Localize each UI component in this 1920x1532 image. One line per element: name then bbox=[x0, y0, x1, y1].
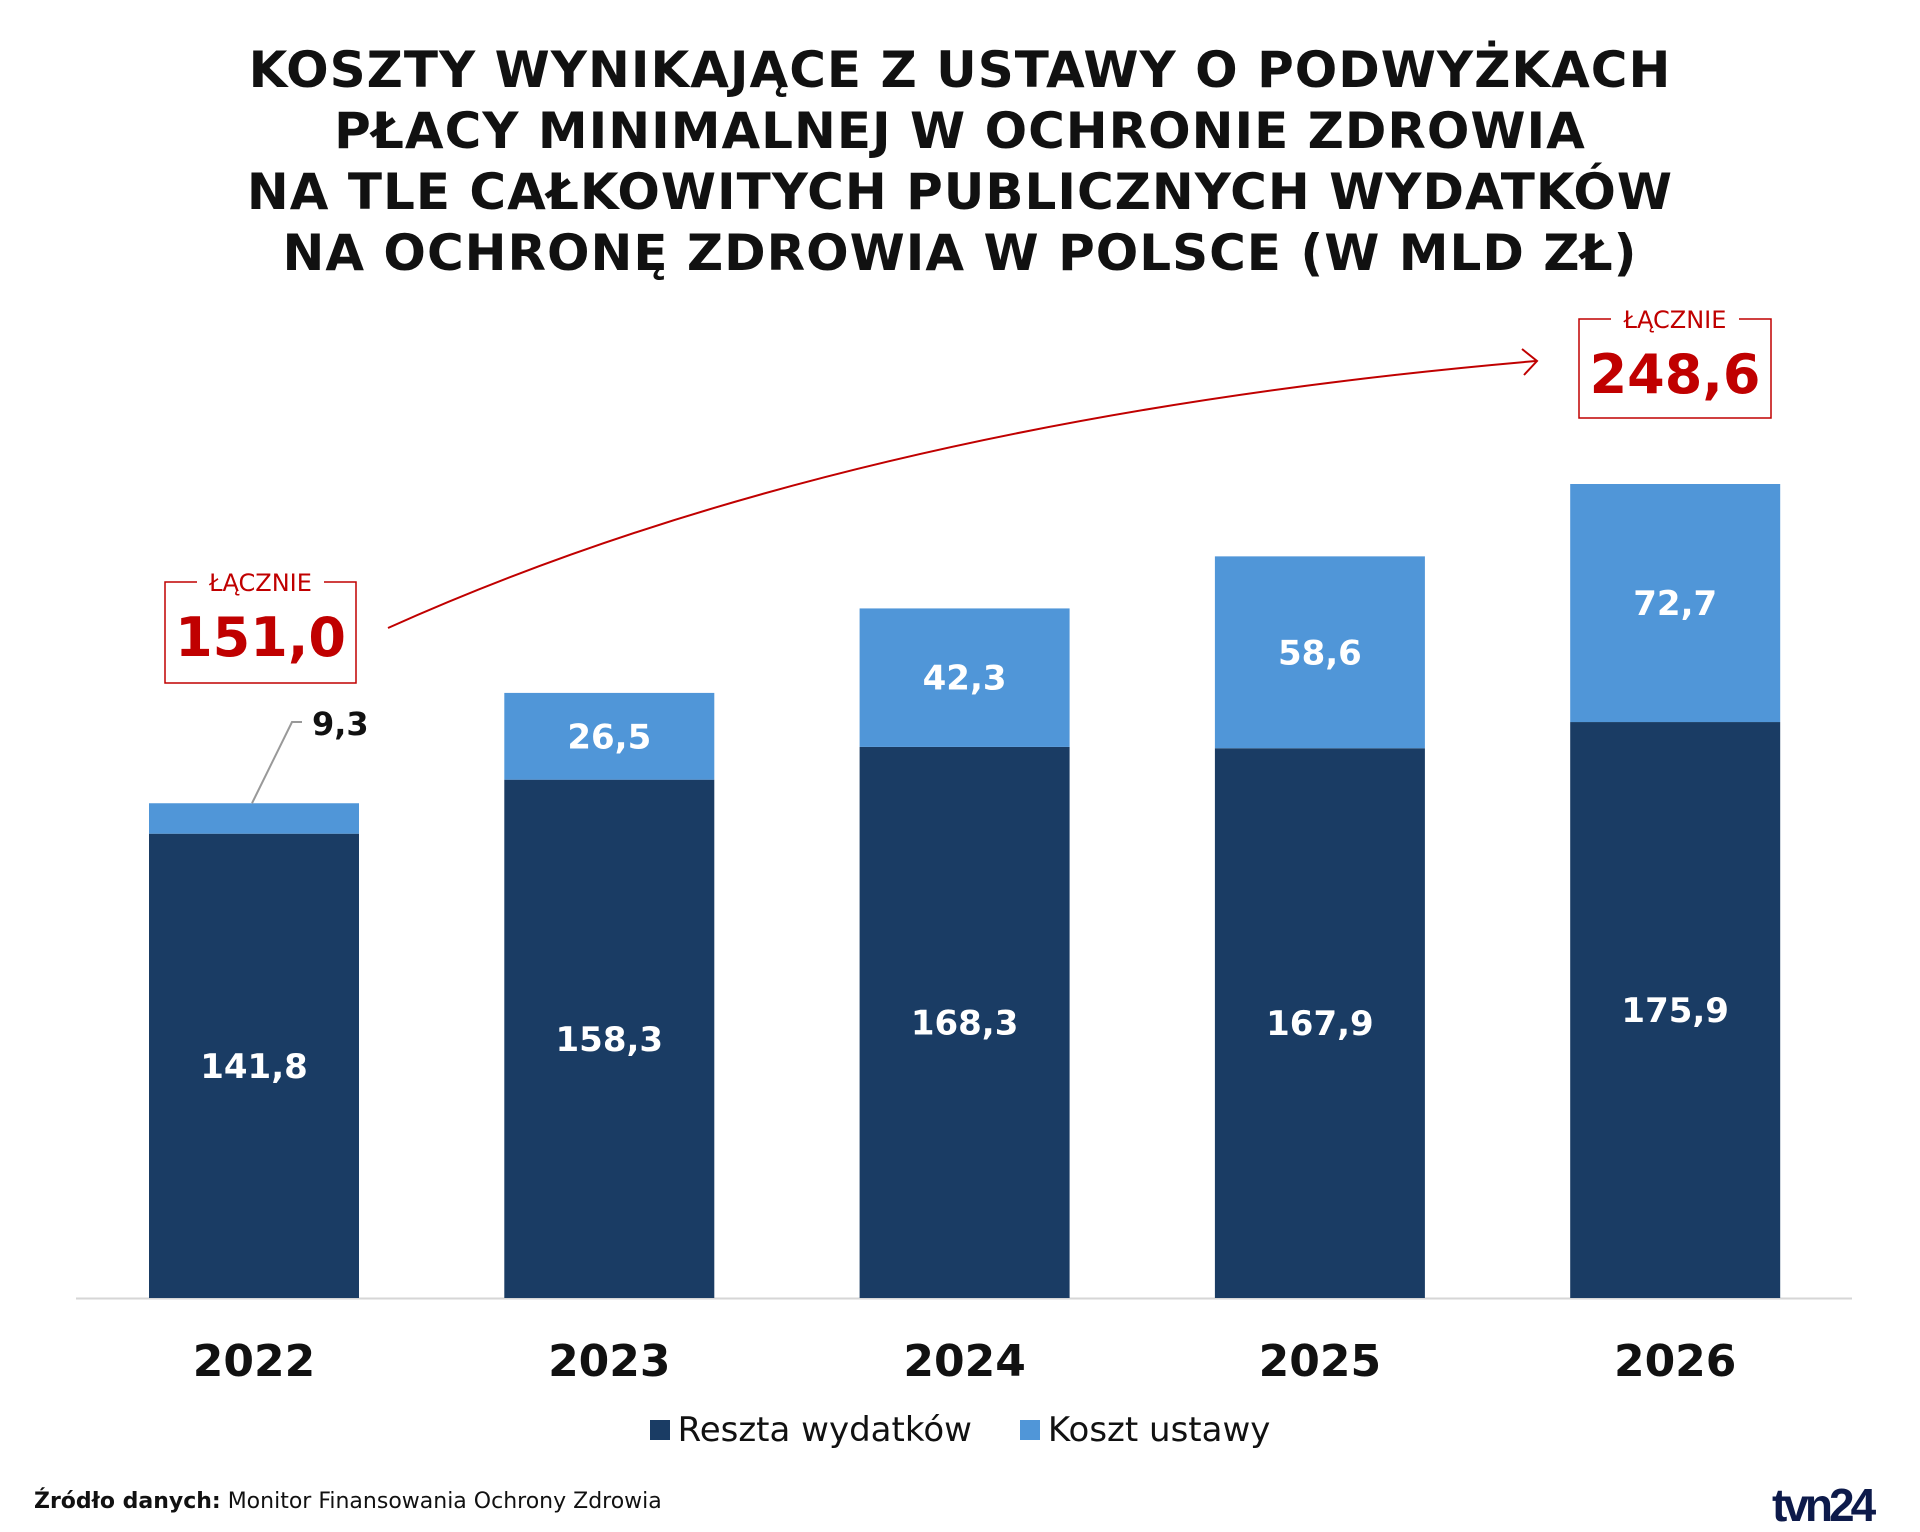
x-tick-label: 2025 bbox=[1259, 1336, 1381, 1387]
source-label: Źródło danych: bbox=[34, 1489, 221, 1514]
x-tick-label: 2024 bbox=[903, 1336, 1025, 1387]
x-tick-label: 2022 bbox=[193, 1336, 315, 1387]
bar-koszt-2025 bbox=[1214, 556, 1425, 749]
legend-swatch-dark bbox=[649, 1420, 670, 1440]
total-box bbox=[164, 581, 357, 684]
title-line: KOSZTY WYNIKAJĄCE Z USTAWY O PODWYŻKACH bbox=[248, 41, 1672, 99]
legend: Reszta wydatków Koszt ustawy bbox=[0, 1410, 1920, 1450]
legend-item-reszta: Reszta wydatków bbox=[649, 1410, 972, 1450]
source-note: Źródło danych: Monitor Finansowania Ochr… bbox=[34, 1489, 662, 1514]
title-line: NA TLE CAŁKOWITYCH PUBLICZNYCH WYDATKÓW bbox=[246, 163, 1674, 221]
data-label-koszt: 42,3 bbox=[923, 659, 1007, 699]
bar-reszta-2025 bbox=[1214, 748, 1425, 1298]
total-value: 151,0 bbox=[175, 606, 346, 669]
chart-title: KOSZTY WYNIKAJĄCE Z USTAWY O PODWYŻKACH … bbox=[0, 40, 1920, 284]
bar-koszt-2022 bbox=[149, 803, 359, 834]
x-tick-label: 2023 bbox=[548, 1336, 670, 1387]
title-line: PŁACY MINIMALNEJ W OCHRONIE ZDROWIA bbox=[334, 102, 1586, 160]
legend-swatch-light bbox=[1019, 1420, 1040, 1440]
legend-label: Koszt ustawy bbox=[1047, 1410, 1271, 1450]
x-tick-label: 2026 bbox=[1614, 1336, 1736, 1387]
bar-reszta-2023 bbox=[504, 779, 715, 1298]
total-label: ŁĄCZNIE bbox=[208, 569, 312, 597]
total-label: ŁĄCZNIE bbox=[1623, 306, 1727, 334]
bar-koszt-2026 bbox=[1570, 484, 1781, 723]
bar-koszt-2023 bbox=[504, 692, 715, 780]
total-value: 248,6 bbox=[1590, 343, 1761, 406]
data-label-koszt: 72,7 bbox=[1633, 584, 1717, 624]
source-text: Monitor Finansowania Ochrony Zdrowia bbox=[227, 1489, 662, 1514]
bar-reszta-2026 bbox=[1570, 722, 1781, 1298]
data-label-reszta: 158,3 bbox=[556, 1020, 664, 1060]
growth-arrow bbox=[387, 360, 1537, 629]
tvn24-logo: tvn24 bbox=[1772, 1479, 1876, 1531]
legend-item-koszt: Koszt ustawy bbox=[1019, 1410, 1271, 1450]
total-box bbox=[1578, 318, 1772, 419]
legend-label: Reszta wydatków bbox=[677, 1410, 972, 1450]
bar-reszta-2022 bbox=[149, 833, 359, 1298]
data-label-reszta: 168,3 bbox=[911, 1003, 1019, 1043]
bar-reszta-2024 bbox=[859, 746, 1070, 1298]
data-label-reszta: 141,8 bbox=[200, 1047, 308, 1087]
arrow-head-icon bbox=[1521, 348, 1539, 376]
data-label-koszt: 9,3 bbox=[312, 705, 369, 743]
data-label-reszta: 167,9 bbox=[1266, 1004, 1374, 1044]
title-line: NA OCHRONĘ ZDROWIA W POLSCE (W MLD ZŁ) bbox=[282, 224, 1638, 282]
data-label-reszta: 175,9 bbox=[1621, 991, 1729, 1031]
bar-koszt-2024 bbox=[859, 608, 1070, 747]
data-label-koszt: 26,5 bbox=[567, 717, 651, 757]
leader-line bbox=[251, 721, 302, 804]
data-label-koszt: 58,6 bbox=[1278, 633, 1362, 673]
